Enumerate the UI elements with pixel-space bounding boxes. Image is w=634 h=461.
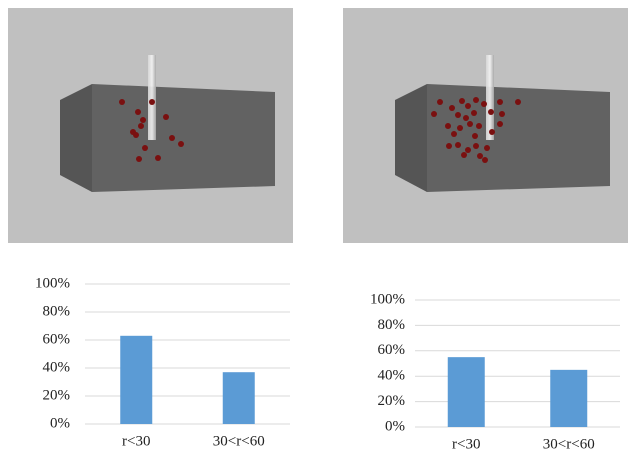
box-side	[60, 84, 92, 192]
box-front	[92, 84, 275, 192]
y-tick-label: 80%	[43, 303, 71, 319]
y-tick-label: 100%	[370, 291, 405, 307]
bar	[120, 336, 152, 424]
y-tick-label: 0%	[385, 418, 405, 434]
x-tick-label: r<30	[452, 436, 480, 452]
bar	[223, 372, 255, 424]
y-tick-label: 60%	[378, 342, 406, 358]
render-left	[8, 8, 293, 243]
probe-rod	[486, 55, 494, 140]
y-tick-label: 40%	[378, 368, 406, 384]
x-tick-label: 30<r<60	[213, 433, 265, 449]
figure: 0% 20% 40% 60% 80% 100% r<30 30<r<60 0% 20% 40% 60%…	[0, 0, 634, 456]
y-tick-label: 80%	[378, 317, 406, 333]
y-tick-label: 20%	[378, 393, 406, 409]
y-tick-label: 60%	[43, 331, 71, 347]
y-tick-label: 0%	[50, 415, 70, 431]
y-tick-label: 20%	[43, 387, 71, 403]
bar	[448, 357, 485, 427]
bar	[550, 370, 587, 427]
y-tick-label: 40%	[43, 359, 71, 375]
x-tick-label: 30<r<60	[543, 436, 595, 452]
y-tick-label: 100%	[35, 275, 70, 291]
render-right	[343, 8, 628, 243]
x-tick-label: r<30	[122, 433, 150, 449]
box-side	[395, 84, 427, 192]
probe-rod	[148, 55, 156, 140]
